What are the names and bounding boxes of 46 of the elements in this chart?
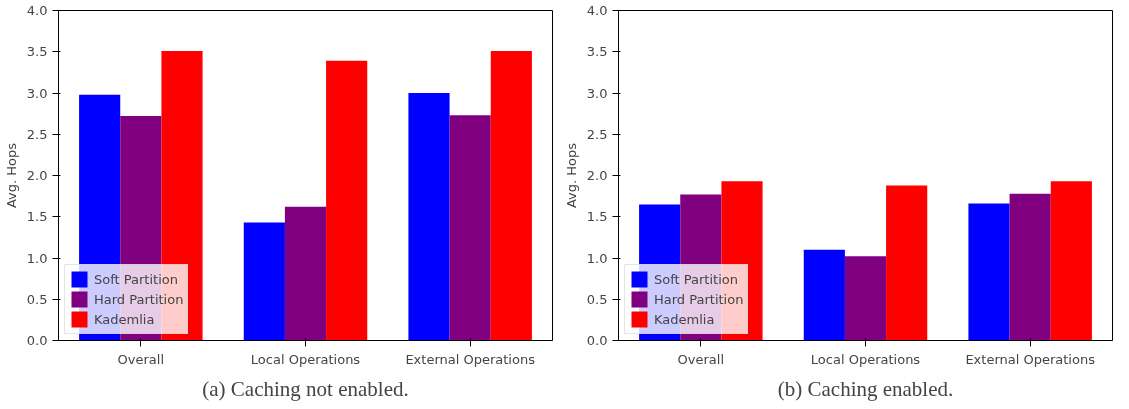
- y-tick-label: 2.0: [26, 168, 48, 183]
- text: (b) Caching enabled.: [777, 376, 954, 401]
- bar: [1009, 193, 1051, 341]
- bar: [326, 60, 368, 341]
- legend-label: Soft Partition: [94, 271, 178, 287]
- bar: [803, 249, 845, 341]
- x-tick-label: External Operations: [405, 351, 536, 367]
- y-tick-label: 0.5: [26, 291, 48, 307]
- y-tick-label: 3.0: [586, 85, 608, 101]
- legend-label: Hard Partition: [94, 291, 184, 307]
- y-tick-label: 0.0: [26, 333, 48, 348]
- x-tick-label: Overall: [677, 351, 725, 367]
- legend-label: Kademlia: [94, 311, 155, 327]
- y-tick-label: 2.5: [26, 126, 48, 142]
- y-tick-label: 1.5: [26, 209, 48, 225]
- legend-label: Soft Partition: [654, 271, 738, 287]
- bar: [243, 222, 285, 341]
- x-tick-label: Local Operations: [250, 351, 361, 367]
- y-axis-title: Avg. Hops: [563, 142, 579, 209]
- x-tick-label: External Operations: [965, 351, 1096, 367]
- y-tick-label: 1.5: [586, 209, 608, 225]
- y-tick-label: 2.5: [586, 126, 608, 142]
- y-tick-label: 0.0: [586, 333, 608, 348]
- y-tick-label: 3.0: [26, 85, 48, 101]
- y-tick-label: 3.5: [26, 44, 48, 60]
- bar: [844, 256, 887, 341]
- bar: [1050, 181, 1092, 341]
- legend-label: Kademlia: [654, 311, 715, 327]
- bar: [968, 203, 1010, 341]
- y-axis-title: Avg. Hops: [3, 142, 19, 209]
- x-tick-label: Overall: [117, 351, 165, 367]
- legend-label: Hard Partition: [654, 291, 744, 307]
- bar: [408, 93, 450, 341]
- bar: [449, 115, 491, 341]
- text: (a) Caching not enabled.: [202, 376, 409, 401]
- y-tick-label: 1.0: [586, 250, 608, 266]
- y-tick-label: 0.5: [586, 291, 608, 307]
- y-tick-label: 2.0: [586, 168, 608, 183]
- bar: [490, 50, 532, 341]
- x-tick-label: Local Operations: [810, 351, 921, 367]
- y-tick-label: 3.5: [586, 44, 608, 60]
- bar: [284, 206, 327, 341]
- y-tick-label: 4.0: [26, 3, 48, 18]
- bar: [886, 185, 928, 341]
- y-tick-label: 4.0: [586, 3, 608, 18]
- y-tick-label: 1.0: [26, 250, 48, 266]
